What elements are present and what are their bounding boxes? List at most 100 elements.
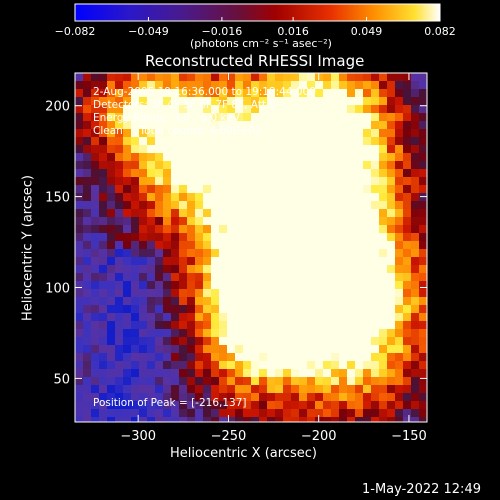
heatmap-cell: [83, 129, 91, 137]
heatmap-cell: [291, 265, 299, 273]
heatmap-cell: [371, 345, 379, 353]
heatmap-cell: [195, 281, 203, 289]
heatmap-cell: [235, 353, 243, 361]
heatmap-cell: [107, 377, 115, 385]
heatmap-cell: [339, 377, 347, 385]
heatmap-cell: [219, 377, 227, 385]
heatmap-cell: [195, 121, 203, 129]
heatmap-cell: [203, 377, 211, 385]
heatmap-cell: [131, 313, 139, 321]
heatmap-cell: [259, 369, 267, 377]
heatmap-cell: [403, 345, 411, 353]
annotation-energy-range: Energy Range: 3.0 - 6.0 keV: [93, 112, 240, 124]
heatmap-cell: [219, 417, 227, 422]
heatmap-cell: [299, 401, 307, 409]
heatmap-cell: [107, 417, 115, 422]
heatmap-cell: [91, 345, 99, 353]
heatmap-cell: [251, 161, 259, 169]
heatmap-cell: [411, 329, 419, 337]
heatmap-cell: [107, 305, 115, 313]
heatmap-cell: [419, 249, 427, 257]
heatmap-cell: [147, 209, 155, 217]
heatmap-cell: [291, 169, 299, 177]
heatmap-cell: [195, 353, 203, 361]
heatmap-cell: [171, 297, 179, 305]
heatmap-cell: [123, 73, 131, 81]
heatmap-cell: [275, 201, 283, 209]
heatmap-cell: [131, 409, 139, 417]
heatmap-cell: [339, 345, 347, 353]
heatmap-cell: [75, 369, 83, 377]
heatmap-cell: [355, 417, 363, 422]
heatmap-cell: [251, 185, 259, 193]
heatmap-cell: [227, 321, 235, 329]
heatmap-cell: [355, 177, 363, 185]
heatmap-cell: [115, 345, 123, 353]
heatmap-cell: [171, 353, 179, 361]
heatmap-cell: [91, 265, 99, 273]
heatmap-cell: [195, 153, 203, 161]
heatmap-cell: [211, 169, 219, 177]
heatmap-cell: [355, 377, 363, 385]
heatmap-cell: [187, 217, 195, 225]
heatmap-cell: [315, 297, 323, 305]
heatmap-cell: [275, 209, 283, 217]
heatmap-cell: [363, 137, 371, 145]
heatmap-cell: [147, 377, 155, 385]
heatmap-cell: [339, 321, 347, 329]
heatmap-cell: [91, 417, 99, 422]
heatmap-cell: [219, 193, 227, 201]
heatmap-cell: [259, 73, 267, 81]
heatmap-cell: [75, 305, 83, 313]
heatmap-cell: [371, 185, 379, 193]
heatmap-cell: [91, 137, 99, 145]
heatmap-cell: [179, 97, 187, 105]
heatmap-cell: [363, 201, 371, 209]
heatmap-cell: [179, 129, 187, 137]
heatmap-cell: [195, 113, 203, 121]
heatmap-cell: [299, 121, 307, 129]
heatmap-cell: [355, 265, 363, 273]
heatmap-cell: [203, 201, 211, 209]
heatmap-cell: [115, 289, 123, 297]
heatmap-cell: [187, 81, 195, 89]
heatmap-cell: [155, 273, 163, 281]
heatmap-cell: [155, 305, 163, 313]
heatmap-cell: [267, 361, 275, 369]
heatmap-cell: [139, 361, 147, 369]
heatmap-cell: [91, 297, 99, 305]
heatmap-cell: [187, 369, 195, 377]
heatmap-cell: [123, 129, 131, 137]
heatmap-cell: [283, 89, 291, 97]
heatmap-cell: [403, 329, 411, 337]
heatmap-cell: [179, 177, 187, 185]
heatmap-cell: [387, 89, 395, 97]
heatmap-cell: [275, 137, 283, 145]
heatmap-cell: [347, 113, 355, 121]
heatmap-cell: [323, 393, 331, 401]
heatmap-cell: [187, 313, 195, 321]
heatmap-cell: [355, 161, 363, 169]
heatmap-cell: [371, 153, 379, 161]
heatmap-cell: [275, 297, 283, 305]
heatmap-cell: [419, 281, 427, 289]
heatmap-cell: [283, 81, 291, 89]
heatmap-cell: [299, 369, 307, 377]
heatmap-cell: [299, 281, 307, 289]
heatmap-cell: [379, 153, 387, 161]
heatmap-cell: [347, 193, 355, 201]
heatmap-cell: [227, 241, 235, 249]
heatmap-cell: [355, 73, 363, 81]
heatmap-cell: [99, 393, 107, 401]
heatmap-cell: [419, 113, 427, 121]
heatmap-cell: [115, 153, 123, 161]
heatmap-cell: [115, 305, 123, 313]
heatmap-cell: [99, 137, 107, 145]
heatmap-cell: [307, 305, 315, 313]
heatmap-cell: [163, 329, 171, 337]
heatmap-cell: [339, 241, 347, 249]
heatmap-cell: [387, 217, 395, 225]
heatmap-cell: [171, 185, 179, 193]
heatmap-cell: [195, 105, 203, 113]
heatmap-cell: [259, 177, 267, 185]
